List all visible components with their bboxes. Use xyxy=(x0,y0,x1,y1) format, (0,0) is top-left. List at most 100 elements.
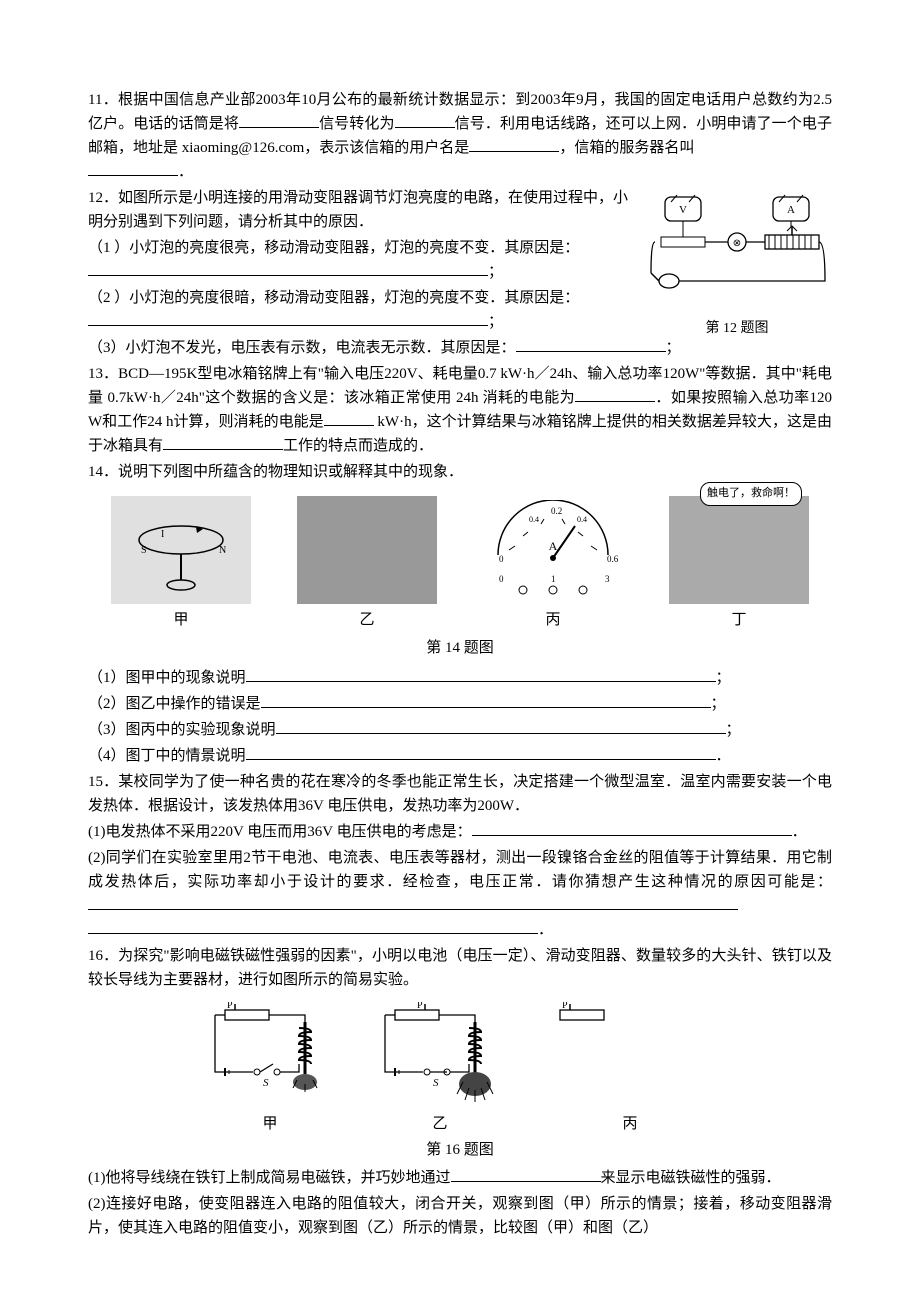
q14-title: 第 14 题图 xyxy=(88,636,832,660)
q15-s1: (1)电发热体不采用220V 电压而用36V 电压供电的考虑是： xyxy=(88,824,472,840)
q16-s1a: (1)他将导线绕在铁钉上制成简易电磁铁，并巧妙地通过 xyxy=(88,1170,451,1186)
blank xyxy=(239,113,319,128)
q12-sub3a: （3）小灯泡不发光，电压表有示数，电流表无示数．其原因是： xyxy=(88,340,516,356)
semi: ； xyxy=(716,670,731,686)
blank xyxy=(395,113,455,128)
blank xyxy=(88,261,488,276)
svg-text:A: A xyxy=(787,204,795,216)
label16-yi: 乙 xyxy=(370,1112,510,1136)
fig16-bing: PS甲乙 xyxy=(540,1002,720,1112)
svg-text:PS甲乙: PS甲乙 xyxy=(562,1002,568,1011)
semi: ； xyxy=(488,264,503,280)
q11-t2: 信号转化为 xyxy=(319,116,395,132)
period: ． xyxy=(792,824,807,840)
q14-s2: （2）图乙中操作的错误是 xyxy=(88,696,261,712)
fig16-jia: PS xyxy=(200,1002,340,1112)
speech-bubble: 触电了，救命啊！ xyxy=(700,480,802,506)
svg-text:0: 0 xyxy=(499,554,504,564)
semi: ； xyxy=(711,696,726,712)
fig-ding xyxy=(669,496,809,604)
q16-figures: PS 甲 PS 乙 PS甲乙 丙 xyxy=(88,1002,832,1136)
q12-intro: 12．如图所示是小明连接的用滑动变阻器调节灯泡亮度的电路，在使用过程中，小明分别… xyxy=(88,186,628,234)
fig16-yi: PS xyxy=(370,1002,510,1112)
q15-sub2: (2)同学们在实验室里用2节干电池、电流表、电压表等器材，测出一段镍铬合金丝的阻… xyxy=(88,846,832,942)
q14-figures: I S N 甲 乙 0 0.6 0.2 0.4 0.4 A 0 1 3 丙 丁 xyxy=(88,496,832,632)
blank xyxy=(88,311,488,326)
circuit-diagram-icon: V A ⊗ xyxy=(647,189,827,314)
blank xyxy=(324,411,374,426)
blank xyxy=(261,693,711,708)
period: ． xyxy=(538,922,553,938)
q12-sub1a: （1 ）小灯泡的亮度很亮，移动滑动变阻器，灯泡的亮度不变．其原因是： xyxy=(88,240,579,256)
q16-sub2: (2)连接好电路，使变阻器连入电路的阻值较大，闭合开关，观察到图（甲）所示的情景… xyxy=(88,1192,832,1240)
q12-figure: V A ⊗ 第 12 题图 xyxy=(642,186,832,340)
svg-text:S: S xyxy=(433,1077,439,1089)
svg-text:P: P xyxy=(417,1002,423,1011)
blank xyxy=(469,137,559,152)
q12-sub2a: （2 ）小灯泡的亮度很暗，移动滑动变阻器，灯泡的亮度不变．其原因是： xyxy=(88,290,579,306)
q14-s1: （1）图甲中的现象说明 xyxy=(88,670,246,686)
q16-title: 第 16 题图 xyxy=(88,1138,832,1162)
blank xyxy=(246,745,716,760)
q14-s3: （3）图丙中的实验现象说明 xyxy=(88,722,276,738)
q14-sub2: （2）图乙中操作的错误是 ； xyxy=(88,692,832,716)
q12-sub1: （1 ）小灯泡的亮度很亮，移动滑动变阻器，灯泡的亮度不变．其原因是： ； xyxy=(88,236,628,284)
q12-caption: 第 12 题图 xyxy=(642,318,832,340)
svg-text:V: V xyxy=(679,204,687,216)
period: ． xyxy=(716,748,731,764)
svg-text:3: 3 xyxy=(605,574,610,584)
svg-text:0: 0 xyxy=(499,574,504,584)
label-bing: 丙 xyxy=(460,608,646,632)
label16-jia: 甲 xyxy=(200,1112,340,1136)
blank xyxy=(276,719,726,734)
fig-jia: I S N xyxy=(111,496,251,604)
svg-text:S: S xyxy=(263,1077,269,1089)
q11-t4: ，信箱的服务器名叫 xyxy=(559,140,694,156)
q13: 13．BCD—195K型电冰箱铭牌上有"输入电压220V、耗电量0.7 kW·h… xyxy=(88,362,832,458)
blank xyxy=(472,821,792,836)
svg-text:1: 1 xyxy=(551,574,556,584)
svg-text:⊗: ⊗ xyxy=(733,238,741,249)
svg-text:I: I xyxy=(161,529,164,540)
blank xyxy=(88,919,538,934)
svg-text:0.2: 0.2 xyxy=(551,506,562,516)
q14-sub1: （1）图甲中的现象说明 ； xyxy=(88,666,832,690)
svg-text:0.4: 0.4 xyxy=(529,515,539,524)
blank xyxy=(88,161,178,176)
label-ding: 丁 xyxy=(646,608,832,632)
semi: ； xyxy=(726,722,741,738)
svg-text:A: A xyxy=(549,539,558,553)
svg-text:P: P xyxy=(227,1002,233,1011)
semi: ； xyxy=(666,340,681,356)
svg-text:0.6: 0.6 xyxy=(607,554,619,564)
q16-s1b: 来显示电磁铁磁性的强弱． xyxy=(601,1170,781,1186)
q14-s4: （4）图丁中的情景说明 xyxy=(88,748,246,764)
q14-sub3: （3）图丙中的实验现象说明 ； xyxy=(88,718,832,742)
q16-sub1: (1)他将导线绕在铁钉上制成简易电磁铁，并巧妙地通过 来显示电磁铁磁性的强弱． xyxy=(88,1166,832,1190)
label16-bing: 丙 xyxy=(540,1112,720,1136)
q11: 11．根据中国信息产业部2003年10月公布的最新统计数据显示：到2003年9月… xyxy=(88,88,832,184)
blank xyxy=(575,387,655,402)
q12-sub2: （2 ）小灯泡的亮度很暗，移动滑动变阻器，灯泡的亮度不变．其原因是： ； xyxy=(88,286,628,334)
q15-s2a: (2)同学们在实验室里用2节干电池、电流表、电压表等器材，测出一段镍铬合金丝的阻… xyxy=(88,850,832,890)
q15-intro: 15．某校同学为了使一种名贵的花在寒冷的冬季也能正常生长，决定搭建一个微型温室．… xyxy=(88,770,832,818)
semi: ； xyxy=(488,314,503,330)
bubble-text: 触电了，救命啊！ xyxy=(700,482,802,506)
q12-wrapper: 12．如图所示是小明连接的用滑动变阻器调节灯泡亮度的电路，在使用过程中，小明分别… xyxy=(88,186,832,334)
svg-text:N: N xyxy=(219,545,226,556)
q11-t5: ． xyxy=(178,164,193,180)
blank xyxy=(163,435,283,450)
fig-yi xyxy=(297,496,437,604)
svg-text:0.4: 0.4 xyxy=(577,515,587,524)
fig-bing: 0 0.6 0.2 0.4 0.4 A 0 1 3 xyxy=(483,496,623,604)
blank xyxy=(246,667,716,682)
q13-t4: 工作的特点而造成的． xyxy=(283,438,433,454)
q15-sub1: (1)电发热体不采用220V 电压而用36V 电压供电的考虑是： ． xyxy=(88,820,832,844)
q16-intro: 16．为探究"影响电磁铁磁性强弱的因素"，小明以电池（电压一定）、滑动变阻器、数… xyxy=(88,944,832,992)
label-jia: 甲 xyxy=(88,608,274,632)
blank xyxy=(451,1167,601,1182)
svg-text:S: S xyxy=(141,545,147,556)
label-yi: 乙 xyxy=(274,608,460,632)
blank xyxy=(88,895,738,910)
q14-sub4: （4）图丁中的情景说明 ． xyxy=(88,744,832,768)
